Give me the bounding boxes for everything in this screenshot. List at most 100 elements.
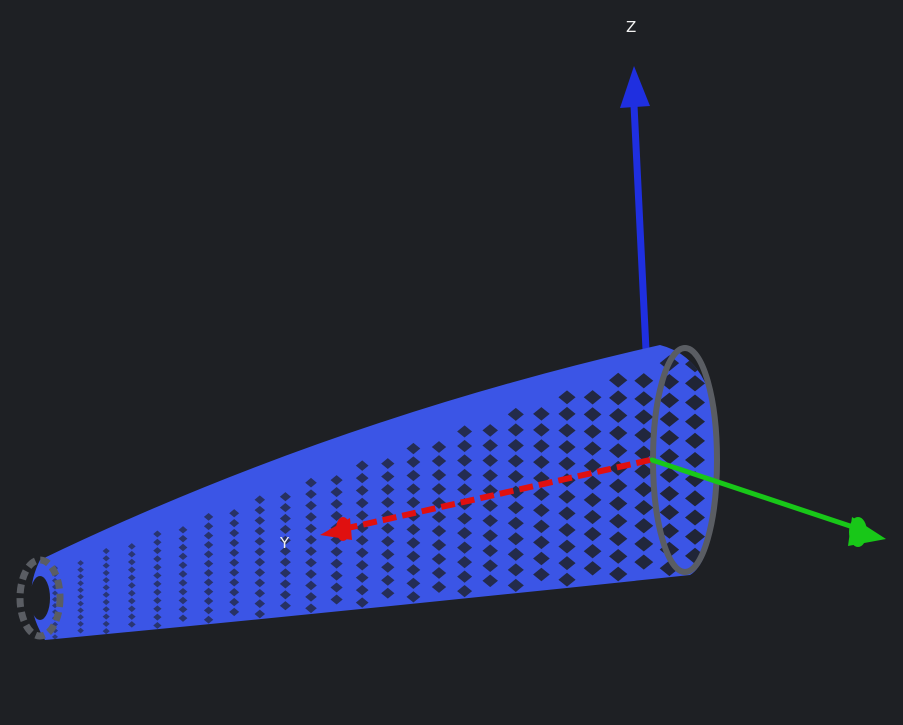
lattice-cell <box>583 407 602 422</box>
lattice-cell <box>533 567 550 582</box>
lattice-cell <box>330 558 343 569</box>
lattice-cell <box>659 429 680 446</box>
lattice-cell <box>659 504 680 521</box>
lattice-cell <box>229 558 240 567</box>
lattice-cell <box>279 492 291 502</box>
lattice-cell <box>609 443 628 459</box>
lattice-cell <box>533 551 550 566</box>
lattice-cell <box>659 392 680 409</box>
lattice-cell <box>406 496 421 509</box>
lattice-cell <box>381 587 395 599</box>
lattice-cell <box>482 544 498 558</box>
lattice-cell <box>431 511 447 523</box>
lattice-cell <box>279 579 291 589</box>
lattice-cell <box>77 587 84 593</box>
lattice-cell <box>203 578 214 587</box>
lattice-cell <box>102 562 110 569</box>
lattice-cell <box>229 528 240 538</box>
lattice-cell <box>482 529 498 542</box>
x-axis: Y <box>279 457 651 552</box>
lattice-cell <box>355 510 369 521</box>
lattice-cell <box>330 546 343 557</box>
lattice-cell <box>229 548 240 557</box>
lattice-cell <box>355 472 369 484</box>
lattice-cell <box>279 535 291 545</box>
lattice-cell <box>431 567 447 579</box>
lattice-cell <box>203 606 214 615</box>
lattice-cell <box>229 607 240 617</box>
cone-small-end-ring <box>16 556 64 640</box>
lattice-cell <box>583 475 602 490</box>
lattice-cell <box>127 558 136 566</box>
lattice-cell <box>305 580 317 591</box>
lattice-cell <box>558 440 576 455</box>
lattice-cell <box>229 568 240 577</box>
lattice-cell <box>457 541 473 554</box>
lattice-cell <box>153 605 162 613</box>
lattice-cell <box>127 566 136 574</box>
lattice-cell <box>127 589 136 597</box>
lattice-cell <box>406 469 421 482</box>
lattice-cell <box>102 613 110 620</box>
lattice-cell <box>381 484 395 495</box>
lattice-cell <box>431 455 447 467</box>
lattice-cell <box>102 591 110 598</box>
lattice-cell <box>178 605 188 614</box>
lattice-cone-model[interactable] <box>16 345 720 640</box>
z-axis-shaft <box>630 101 650 354</box>
lattice-cell <box>102 584 110 591</box>
lattice-cell <box>178 587 188 596</box>
lattice-cell <box>203 522 214 531</box>
lattice-cell <box>77 627 84 634</box>
lattice-cell <box>203 512 214 521</box>
lattice-cell <box>457 526 473 540</box>
lattice-cell <box>482 499 498 512</box>
lattice-cell <box>634 409 654 425</box>
lattice-cell <box>659 467 680 483</box>
lattice-cell <box>178 614 188 622</box>
lattice-cell <box>507 407 524 421</box>
lattice-cell <box>558 489 576 504</box>
lattice-cell <box>305 512 317 522</box>
lattice-cell <box>203 550 214 559</box>
lattice-cell <box>178 526 188 534</box>
lattice-cell <box>431 483 447 495</box>
lattice-cell <box>457 439 473 453</box>
lattice-cell <box>305 546 317 557</box>
lattice-cell <box>634 463 654 480</box>
lattice-cell <box>254 547 266 557</box>
y-axis <box>649 457 886 547</box>
lattice-cell <box>279 524 291 534</box>
lattice-cell <box>305 569 317 579</box>
lattice-cell <box>279 568 291 578</box>
lattice-cell <box>279 601 291 611</box>
lattice-cell <box>381 535 395 547</box>
lattice-cell <box>229 538 240 548</box>
lattice-cell <box>583 526 602 542</box>
lattice-cell <box>381 497 395 508</box>
lattice-cell <box>609 513 628 529</box>
lattice-cell <box>558 506 576 521</box>
lattice-cell <box>77 600 84 607</box>
lattice-cell <box>52 634 58 640</box>
lattice-cell <box>634 373 654 389</box>
lattice-cell <box>229 578 240 587</box>
lattice-cell <box>659 485 680 502</box>
lattice-cell <box>634 427 654 443</box>
lattice-cell <box>355 584 369 596</box>
lattice-cell <box>507 578 524 592</box>
lattice-cell <box>685 509 705 526</box>
lattice-cell <box>77 560 84 566</box>
lattice-cell <box>203 531 214 540</box>
lattice-cell <box>127 613 136 620</box>
lattice-cell <box>457 425 473 438</box>
lattice-cell <box>254 568 266 577</box>
lattice-cell <box>153 621 162 629</box>
lattice-cell <box>431 525 447 537</box>
lattice-cell <box>178 596 188 605</box>
lattice-cell <box>127 605 136 613</box>
lattice-cell <box>482 454 498 467</box>
lattice-cell <box>305 603 317 614</box>
